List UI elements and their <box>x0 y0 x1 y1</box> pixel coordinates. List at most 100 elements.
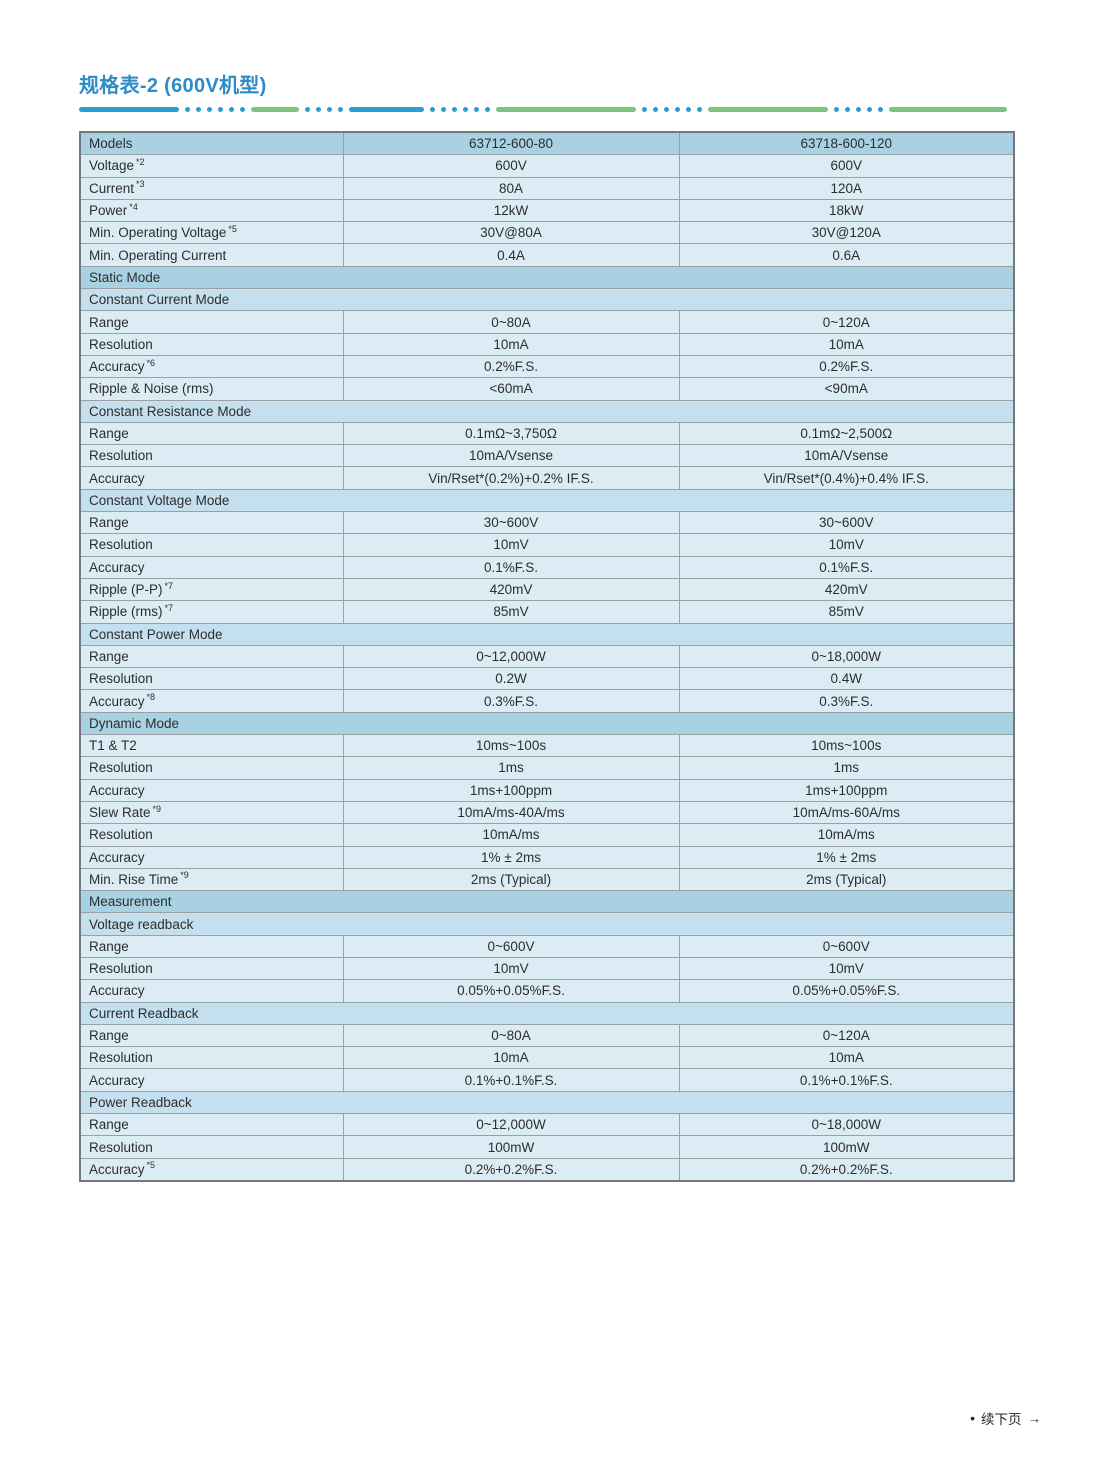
cell-value: 0~600V <box>342 934 680 958</box>
divider-dot <box>867 106 872 112</box>
divider-dot <box>653 106 658 112</box>
cell-value: 0.05%+0.05%F.S. <box>342 979 680 1003</box>
cell-value: 1ms+100ppm <box>678 778 1015 802</box>
bullet-icon: • <box>970 1410 975 1426</box>
table-row: Resolution 10mA 10mA <box>79 332 1015 356</box>
table-row: Resolution 10mA/Vsense 10mA/Vsense <box>79 444 1015 468</box>
section-label: Dynamic Mode <box>79 711 1015 736</box>
row-label: Resolution <box>79 1046 344 1070</box>
divider-dot <box>316 106 321 112</box>
row-label: Range <box>79 934 344 958</box>
cell-value: 10mA/Vsense <box>342 444 680 468</box>
row-label: Ripple & Noise (rms) <box>79 377 344 401</box>
cell-value: 18kW <box>678 198 1015 223</box>
cell-value: Vin/Rset*(0.4%)+0.4% IF.S. <box>678 466 1015 490</box>
divider-dash <box>251 106 299 112</box>
table-row: Accuracy 1ms+100ppm 1ms+100ppm <box>79 778 1015 802</box>
cell-value: 85mV <box>678 600 1015 624</box>
table-row: Accuracy *8 0.3%F.S. 0.3%F.S. <box>79 689 1015 713</box>
subsection-label: Constant Power Mode <box>79 622 1015 646</box>
row-label: T1 & T2 <box>79 734 344 758</box>
cell-value: 0.2%F.S. <box>678 354 1015 379</box>
subsection-label: Voltage readback <box>79 912 1015 936</box>
page-title: 规格表-2 (600V机型) <box>79 75 267 97</box>
divider-dot <box>207 106 212 112</box>
table-row: Accuracy 0.1%F.S. 0.1%F.S. <box>79 555 1015 579</box>
table-row: Accuracy 1% ± 2ms 1% ± 2ms <box>79 845 1015 869</box>
table-row: Resolution 100mW 100mW <box>79 1135 1015 1159</box>
cell-value: 10ms~100s <box>342 734 680 758</box>
table-row: Accuracy Vin/Rset*(0.2%)+0.2% IF.S. Vin/Rs… <box>79 466 1015 490</box>
footnote-marker: *3 <box>136 179 145 190</box>
row-label: Range <box>79 644 344 669</box>
arrow-right-icon: → <box>1027 1410 1041 1426</box>
divider-dash <box>349 106 424 112</box>
cell-value: 0.6A <box>678 243 1015 267</box>
row-label: Resolution <box>79 1135 344 1159</box>
divider-dot <box>485 106 490 112</box>
cell-value: 1ms+100ppm <box>342 778 680 802</box>
cell-value: 10mV <box>342 533 680 557</box>
row-label: Accuracy <box>79 466 344 490</box>
footnote-marker: *2 <box>136 156 145 167</box>
row-label: Accuracy *5 <box>79 1157 344 1182</box>
divider-dot <box>185 106 190 112</box>
row-label: Resolution <box>79 332 344 356</box>
cell-value: 0.2%+0.2%F.S. <box>342 1157 680 1182</box>
table-row: Voltage *2 600V 600V <box>79 154 1015 178</box>
row-label: Accuracy *6 <box>79 354 344 379</box>
footnote-marker: *9 <box>180 870 189 881</box>
cell-value: 30~600V <box>342 511 680 535</box>
divider-dot <box>430 106 435 112</box>
table-row: Accuracy 0.05%+0.05%F.S. 0.05%+0.05%F.S. <box>79 979 1015 1003</box>
row-label: Accuracy <box>79 778 344 802</box>
cell-value: 600V <box>678 154 1015 178</box>
table-row: Resolution 10mV 10mV <box>79 956 1015 981</box>
row-label: Range <box>79 1023 344 1048</box>
cell-value: 30~600V <box>678 511 1015 535</box>
cell-value: 1ms <box>678 756 1015 780</box>
cell-value: 0.3%F.S. <box>342 689 680 713</box>
divider-dot <box>463 106 468 112</box>
subsection-row: Constant Resistance Mode <box>79 399 1015 423</box>
row-label: Resolution <box>79 823 344 847</box>
table-row: Min. Operating Current 0.4A 0.6A <box>79 243 1015 267</box>
divider-dot <box>196 106 201 112</box>
cell-value: 0~12,000W <box>342 1113 680 1137</box>
cell-value: 10mV <box>678 956 1015 981</box>
cell-value: 0~120A <box>678 310 1015 334</box>
footnote-marker: *9 <box>152 803 162 814</box>
table-row: Ripple (P-P) *7 420mV 420mV <box>79 577 1015 602</box>
section-row: Dynamic Mode <box>79 711 1015 736</box>
section-label: Static Mode <box>79 265 1015 290</box>
cell-value: 0~80A <box>342 1023 680 1048</box>
divider-dash <box>79 106 179 112</box>
table-row: Range 30~600V 30~600V <box>79 511 1015 535</box>
table-row: Range 0~80A 0~120A <box>79 310 1015 334</box>
row-label: Min. Rise Time *9 <box>79 867 344 892</box>
divider-dot <box>697 106 702 112</box>
table-row: Resolution 1ms 1ms <box>79 756 1015 780</box>
cell-value: 0.1%F.S. <box>342 555 680 579</box>
cell-value: 0.2W <box>342 667 680 691</box>
section-row: Static Mode <box>79 265 1015 290</box>
divider-dot <box>664 106 669 112</box>
divider-dot <box>305 106 310 112</box>
divider-dot <box>686 106 691 112</box>
table-row: Power *4 12kW 18kW <box>79 198 1015 223</box>
table-row: Accuracy *6 0.2%F.S. 0.2%F.S. <box>79 354 1015 379</box>
cell-value: 0.05%+0.05%F.S. <box>678 979 1015 1003</box>
cell-value: 10mA/ms <box>678 823 1015 847</box>
table-row: Accuracy *5 0.2%+0.2%F.S. 0.2%+0.2%F.S. <box>79 1157 1015 1182</box>
cell-value: 0~120A <box>678 1023 1015 1048</box>
divider-dot <box>327 106 332 112</box>
table-row: Range 0~12,000W 0~18,000W <box>79 644 1015 669</box>
footnote-marker: *7 <box>164 580 174 591</box>
footnote-marker: *8 <box>146 692 156 703</box>
cell-value: 10ms~100s <box>678 734 1015 758</box>
cell-value: 0.1%+0.1%F.S. <box>342 1068 680 1092</box>
spec-page: 规格表-2 (600V机型) Models 63712-600-80 63718… <box>79 74 1015 1182</box>
cell-value: 10mV <box>342 956 680 981</box>
table-row: Resolution 10mA 10mA <box>79 1046 1015 1070</box>
table-row: T1 & T2 10ms~100s 10ms~100s <box>79 734 1015 758</box>
